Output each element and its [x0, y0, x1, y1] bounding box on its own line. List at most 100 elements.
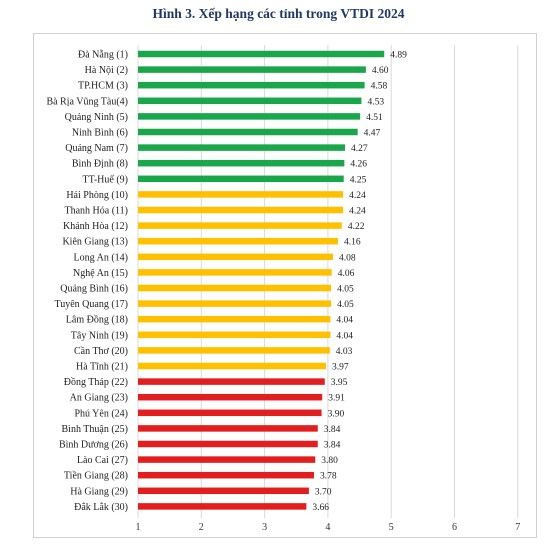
category-label: Bình Dương (26)	[59, 440, 128, 451]
category-label: Đà Nẵng (1)	[78, 50, 128, 61]
data-label: 3.80	[321, 456, 338, 466]
bar	[138, 206, 344, 214]
x-tick-label: 2	[199, 522, 204, 533]
data-label: 3.91	[328, 394, 345, 404]
category-label: Hà Nội (2)	[85, 65, 128, 76]
data-label: 4.26	[350, 160, 367, 170]
data-label: 4.03	[336, 347, 353, 357]
category-label: Lâm Đồng (18)	[66, 315, 128, 326]
data-label: 3.78	[320, 472, 337, 482]
category-label: Tuyên Quang (17)	[54, 299, 128, 310]
data-label: 4.22	[348, 222, 365, 232]
bar	[138, 253, 333, 261]
bar	[138, 66, 366, 73]
bar	[138, 409, 322, 417]
category-label: Quảng Bình (16)	[60, 284, 128, 295]
x-tick-label: 6	[452, 522, 457, 533]
bar	[138, 347, 330, 354]
data-label: 4.60	[372, 66, 389, 76]
data-label: 4.24	[349, 191, 366, 201]
data-label: 4.25	[350, 175, 367, 185]
category-label: Nghệ An (15)	[73, 268, 128, 279]
category-label: Thanh Hóa (11)	[65, 206, 129, 217]
bars	[138, 50, 385, 510]
bar	[138, 300, 332, 307]
category-label: Quảng Ninh (5)	[65, 112, 128, 123]
bar	[138, 378, 325, 385]
category-label: Khánh Hòa (12)	[63, 221, 128, 232]
bar	[138, 144, 345, 151]
bar	[138, 159, 345, 167]
category-label: Lào Cai (27)	[77, 455, 128, 466]
data-label: 3.84	[324, 441, 341, 451]
bar	[138, 284, 332, 292]
data-label: 4.08	[339, 253, 356, 263]
x-tick-label: 5	[389, 522, 394, 533]
category-label: Đồng Tháp (22)	[64, 377, 128, 388]
bar	[138, 393, 323, 401]
bar	[138, 440, 318, 448]
bar	[138, 425, 318, 432]
category-label: Tiền Giang (28)	[64, 471, 128, 482]
category-label: TT-Huế (9)	[83, 174, 128, 185]
data-label: 3.70	[315, 487, 332, 497]
bar	[138, 269, 332, 276]
data-label: 4.51	[366, 113, 383, 123]
category-label: Long An (14)	[74, 252, 128, 263]
data-label: 3.90	[328, 409, 345, 419]
bar	[138, 503, 307, 510]
data-label: 4.27	[351, 144, 368, 154]
category-label: Phú Yên (24)	[74, 408, 128, 419]
bar	[138, 331, 331, 339]
category-label: Tây Ninh (19)	[71, 330, 128, 341]
category-label: Kiên Giang (13)	[62, 237, 128, 248]
data-label: 4.89	[390, 51, 407, 61]
data-label: 4.24	[349, 207, 366, 217]
data-label: 4.47	[364, 129, 381, 139]
bar	[138, 81, 365, 89]
category-label: An Giang (23)	[70, 393, 128, 404]
data-label: 4.05	[337, 285, 354, 295]
data-label: 4.04	[336, 331, 353, 341]
data-label: 4.05	[337, 300, 354, 310]
category-label: Ninh Bình (6)	[72, 128, 128, 139]
bar	[138, 222, 342, 229]
category-label: TP.HCM (3)	[78, 81, 128, 92]
bar	[138, 128, 358, 136]
x-tick-label: 1	[136, 522, 141, 533]
x-axis-ticks: 1 2 3 4 5 6 7	[136, 522, 521, 533]
bar	[138, 97, 362, 105]
chart-frame	[33, 33, 537, 538]
chart-title: Hình 3. Xếp hạng các tỉnh trong VTDI 202…	[152, 6, 405, 21]
category-label: Bà Rịa Vũng Tàu(4)	[46, 96, 128, 107]
bar	[138, 315, 331, 323]
category-label: Bình Định (8)	[72, 159, 128, 170]
bar	[138, 175, 344, 183]
data-label: 4.58	[371, 82, 388, 92]
category-label: Đắk Lắk (30)	[74, 502, 128, 513]
bar	[138, 50, 385, 58]
x-tick-label: 3	[262, 522, 267, 533]
category-label: Bình Thuận (25)	[62, 424, 128, 435]
data-label: 3.95	[331, 378, 348, 388]
category-label: Hà Tĩnh (21)	[76, 362, 128, 373]
bar	[138, 487, 309, 495]
category-label: Quảng Nam (7)	[65, 143, 128, 154]
bar	[138, 362, 327, 370]
category-label: Cần Thơ (20)	[74, 346, 128, 357]
data-label: 4.53	[367, 97, 384, 107]
data-label: 3.97	[332, 363, 349, 373]
gridlines	[137, 45, 519, 518]
bar	[138, 237, 339, 245]
bar	[138, 191, 344, 198]
bar	[138, 113, 361, 120]
x-tick-label: 4	[325, 522, 330, 533]
value-labels: 4.894.60 4.58 4.53 4.51 4.47 4.27 4.26 4.25 4.24…	[312, 51, 407, 513]
x-tick-label: 7	[515, 522, 520, 533]
bar	[138, 471, 314, 479]
data-label: 3.66	[312, 503, 329, 513]
category-label: Hà Giang (29)	[70, 486, 128, 497]
bar	[138, 456, 316, 463]
data-label: 4.06	[338, 269, 355, 279]
